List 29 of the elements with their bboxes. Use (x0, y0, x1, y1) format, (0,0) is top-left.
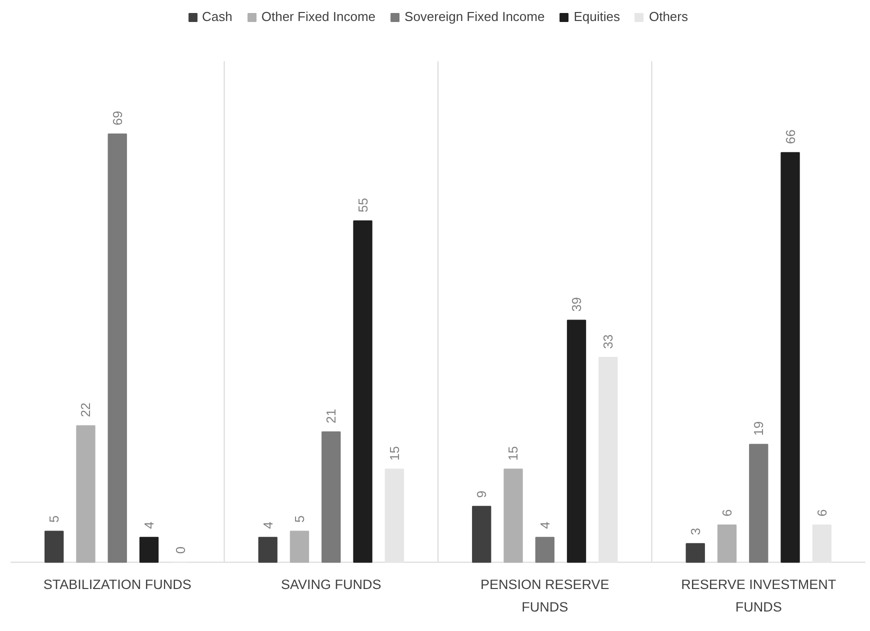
legend-label: Sovereign Fixed Income (404, 9, 545, 24)
data-label: 66 (782, 130, 798, 144)
data-label: 69 (110, 110, 125, 126)
data-label: 39 (569, 297, 584, 312)
x-tick-label: SAVING FUNDS (280, 577, 382, 592)
data-label: 5 (292, 515, 307, 523)
data-label: 9 (474, 490, 490, 498)
x-tick-label: RESERVE INVESTMENT FUNDS (681, 577, 836, 615)
data-label: 21 (324, 408, 339, 424)
data-label: 22 (78, 402, 94, 418)
data-label: 55 (355, 198, 370, 212)
legend-label: Other Fixed Income (261, 9, 376, 24)
legend-label: Others (648, 9, 688, 24)
data-label: 4 (260, 522, 276, 529)
data-label: 6 (814, 509, 830, 516)
data-label: 6 (719, 509, 734, 516)
data-label: 4 (142, 522, 157, 529)
data-label: 0 (173, 546, 188, 554)
data-label: 19 (751, 421, 766, 436)
legend-label: Cash (202, 9, 232, 24)
legend-label: Equities (574, 9, 620, 24)
data-label: 4 (537, 522, 552, 529)
x-tick-label: PENSION RESERVE FUNDS (480, 577, 610, 615)
data-label: 5 (46, 515, 62, 523)
data-label: 3 (688, 528, 703, 536)
data-label: 15 (506, 446, 521, 461)
data-label: 15 (386, 446, 402, 461)
data-label: 33 (600, 334, 616, 349)
x-tick-label: STABILIZATION FUNDS (43, 577, 192, 592)
